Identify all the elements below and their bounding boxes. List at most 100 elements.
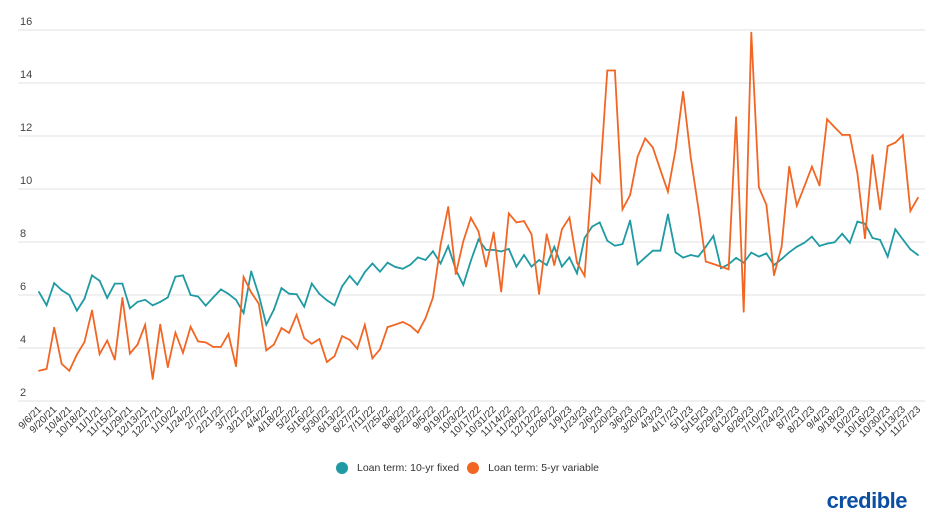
data-point (447, 206, 450, 208)
data-point (507, 247, 510, 250)
legend-label: Loan term: 5-yr variable (488, 462, 600, 474)
data-point (795, 245, 798, 248)
data-point (651, 146, 654, 149)
data-point (886, 145, 889, 147)
data-point (98, 353, 101, 355)
data-point (265, 349, 268, 352)
data-point (53, 326, 56, 329)
data-point (242, 276, 245, 278)
data-point (667, 190, 669, 193)
data-point (697, 255, 700, 258)
data-point (348, 275, 351, 277)
data-point (894, 228, 897, 231)
data-point (409, 263, 412, 266)
data-point (257, 294, 260, 296)
data-point (250, 270, 253, 273)
data-point (833, 241, 836, 244)
y-tick-label: 2 (20, 387, 26, 399)
data-point (765, 252, 768, 255)
data-point (363, 271, 366, 274)
data-point (841, 134, 844, 136)
data-point (68, 369, 71, 372)
data-point (697, 206, 700, 209)
data-point (712, 263, 715, 265)
data-point (454, 273, 457, 275)
data-point (371, 357, 374, 360)
data-point (500, 290, 503, 293)
data-point (310, 342, 313, 345)
data-point (273, 308, 275, 311)
data-point (826, 242, 828, 245)
data-point (151, 304, 154, 307)
data-point (538, 293, 541, 295)
data-point (629, 219, 631, 222)
data-point (424, 317, 427, 320)
data-point (773, 274, 775, 277)
y-tick-label: 8 (20, 228, 26, 240)
data-point (113, 282, 116, 285)
data-point (462, 284, 465, 286)
data-point (136, 343, 139, 346)
data-point (917, 254, 919, 256)
data-point (144, 324, 146, 326)
data-point (735, 257, 738, 259)
data-point (864, 237, 866, 240)
data-point (235, 365, 237, 368)
data-point (833, 126, 836, 129)
data-point (439, 243, 442, 246)
data-point (765, 204, 768, 206)
data-point (197, 295, 200, 298)
data-point (182, 274, 184, 277)
data-point (750, 251, 753, 254)
data-point (379, 348, 381, 351)
data-point (204, 304, 207, 307)
data-point (470, 216, 472, 219)
data-point (303, 305, 306, 308)
y-tick-label: 6 (20, 281, 26, 293)
legend-item-10yr-fixed[interactable]: Loan term: 10-yr fixed (336, 462, 459, 474)
data-point (242, 312, 245, 314)
data-point (91, 309, 93, 312)
data-point (38, 291, 40, 293)
data-point (636, 263, 639, 266)
data-point (60, 289, 63, 292)
data-point (682, 90, 684, 93)
data-point (901, 134, 904, 137)
data-point (871, 237, 874, 239)
data-point (363, 324, 366, 326)
data-point (795, 204, 798, 207)
data-point (371, 262, 374, 265)
data-point (530, 265, 533, 268)
data-point (560, 265, 563, 268)
data-point (720, 267, 722, 270)
data-point (621, 243, 624, 246)
data-point (826, 118, 828, 121)
data-point (227, 293, 230, 295)
data-point (568, 256, 571, 259)
data-point (356, 283, 359, 286)
data-point (333, 355, 336, 358)
data-point (159, 323, 162, 326)
data-point (553, 245, 556, 248)
data-point (121, 282, 124, 285)
data-point (280, 287, 283, 290)
legend-swatch-orange (467, 462, 480, 474)
data-point (644, 137, 647, 140)
data-point (326, 299, 328, 302)
y-tick-label: 4 (20, 334, 26, 346)
data-point (265, 323, 268, 326)
data-point (818, 245, 821, 247)
data-point (250, 291, 253, 294)
data-point (803, 241, 806, 244)
data-point (909, 210, 912, 212)
data-point (515, 265, 518, 268)
data-point (401, 321, 404, 323)
data-point (576, 272, 578, 275)
data-point (689, 254, 692, 256)
legend-item-5yr-variable[interactable]: Loan term: 5-yr variable (467, 462, 599, 474)
data-point (659, 169, 662, 171)
data-point (879, 208, 882, 211)
data-point (583, 236, 586, 239)
data-point (129, 307, 131, 310)
data-point (477, 230, 480, 233)
